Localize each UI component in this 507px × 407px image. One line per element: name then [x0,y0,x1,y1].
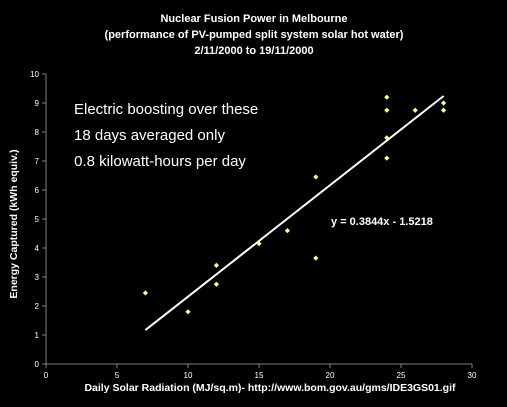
x-tick-label: 10 [184,371,193,380]
y-tick-label: 5 [35,215,40,224]
y-tick-label: 6 [35,186,40,195]
y-tick-label: 7 [35,157,40,166]
data-point [441,100,447,106]
x-tick-label: 25 [397,371,406,380]
data-point [313,255,319,261]
axes [42,73,473,368]
chart-title-line-3: 2/11/2000 to 19/11/2000 [194,45,313,57]
x-tick-label: 0 [44,371,49,380]
y-tick-label: 3 [35,273,40,282]
x-tick-label: 5 [115,371,120,380]
data-point [185,309,191,315]
data-point [256,241,262,247]
chart-title-line-1: Nuclear Fusion Power in Melbourne [160,13,347,25]
annotation-line-3: 0.8 kilowatt-hours per day [70,153,246,170]
y-axis-label: Energy Captured (kWh equiv.) [8,149,20,298]
data-point [284,228,290,234]
trendline-equation: y = 0.3844x - 1.5218 [331,216,433,228]
data-point [384,107,390,113]
trendline [144,95,445,331]
annotation-line-1: Electric boosting over these [74,101,258,118]
x-tick-label: 30 [468,371,477,380]
data-point [313,174,319,180]
y-tick-label: 1 [35,331,40,340]
data-point [142,290,148,296]
annotation-line-2: 18 days averaged only [74,127,225,144]
y-tick-label: 2 [35,302,40,311]
data-point [412,107,418,113]
data-point [384,155,390,161]
y-tick-label: 8 [35,128,40,137]
x-tick-label: 15 [255,371,264,380]
x-tick-label: 20 [326,371,335,380]
y-tick-label: 10 [30,70,39,79]
data-point [213,281,219,287]
data-point [384,94,390,100]
data-point [213,262,219,268]
data-points [142,94,447,331]
chart-title-line-2: (performance of PV-pumped split system s… [105,29,404,41]
tick-labels: 0 1 2 3 4 5 6 7 8 9 10 0 5 10 15 20 25 30 [30,70,477,380]
y-tick-label: 4 [35,244,40,253]
data-point [384,135,390,141]
x-axis-label: Daily Solar Radiation (MJ/sq.m)- http://… [84,382,456,394]
y-tick-label: 0 [35,360,40,369]
y-tick-label: 9 [35,99,40,108]
data-point [441,107,447,113]
